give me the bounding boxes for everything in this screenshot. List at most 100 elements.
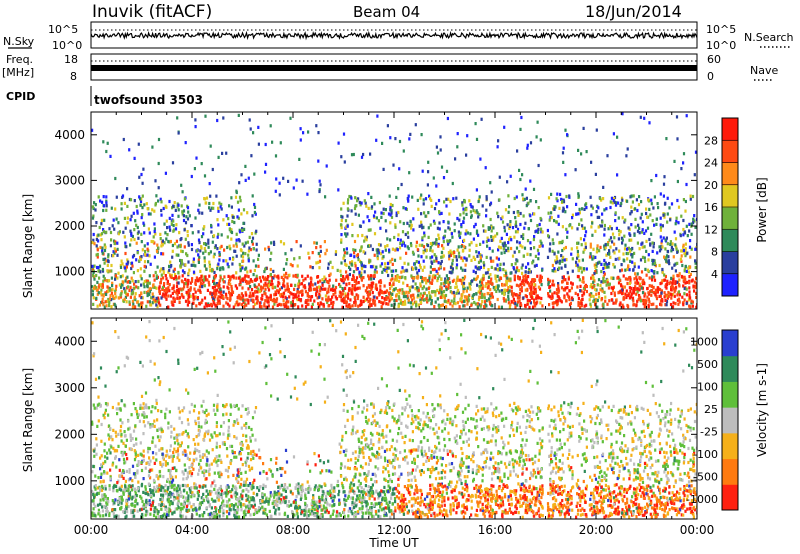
data-cell	[623, 285, 626, 289]
data-cell	[347, 198, 350, 202]
data-cell	[449, 249, 452, 253]
data-cell	[222, 290, 225, 294]
data-cell	[513, 196, 516, 201]
data-cell	[208, 182, 211, 186]
data-cell	[583, 452, 586, 456]
data-cell	[278, 302, 281, 306]
data-cell	[463, 304, 466, 308]
data-cell	[179, 238, 182, 242]
data-cell	[405, 290, 408, 294]
data-cell	[387, 291, 391, 295]
data-cell	[412, 420, 415, 424]
data-cell	[651, 241, 654, 245]
data-cell	[500, 289, 504, 293]
data-cell	[258, 301, 261, 305]
data-cell	[535, 200, 538, 204]
data-cell	[450, 299, 453, 303]
data-cell	[563, 258, 566, 262]
data-cell	[571, 473, 574, 477]
data-cell	[269, 272, 272, 277]
data-cell	[169, 228, 172, 232]
data-cell	[575, 212, 578, 216]
data-cell	[503, 474, 506, 479]
data-cell	[199, 269, 202, 273]
data-cell	[464, 208, 467, 212]
data-cell	[389, 208, 392, 212]
data-cell	[230, 230, 234, 235]
data-cell	[538, 222, 541, 227]
data-cell	[165, 297, 168, 301]
data-cell	[148, 290, 152, 294]
data-cell	[682, 218, 685, 223]
data-cell	[400, 270, 403, 274]
data-cell	[326, 291, 329, 295]
data-cell	[298, 157, 301, 161]
data-cell	[593, 279, 596, 283]
data-cell	[580, 152, 583, 156]
data-cell	[529, 270, 532, 274]
data-cell	[532, 237, 535, 242]
data-cell	[293, 303, 296, 307]
data-cell	[175, 223, 178, 227]
data-cell	[655, 173, 658, 178]
data-cell	[249, 291, 252, 295]
data-cell	[625, 289, 628, 293]
data-cell	[348, 287, 351, 291]
data-cell	[493, 287, 496, 291]
data-cell	[462, 304, 465, 308]
data-cell	[135, 258, 138, 262]
data-cell	[480, 117, 483, 121]
data-cell	[216, 118, 219, 123]
data-cell	[380, 211, 383, 215]
data-cell	[690, 222, 693, 226]
data-cell	[554, 269, 557, 273]
data-cell	[485, 214, 488, 218]
data-cell	[400, 182, 403, 187]
data-cell	[362, 433, 365, 437]
data-cell	[245, 303, 248, 307]
data-cell	[428, 274, 431, 278]
data-cell	[649, 289, 652, 294]
data-cell	[480, 295, 483, 300]
freq-tick-bottom: 8	[70, 70, 77, 83]
data-cell	[557, 250, 560, 254]
data-cell	[101, 300, 104, 304]
data-cell	[371, 284, 374, 288]
data-cell	[428, 276, 431, 280]
data-cell	[251, 194, 254, 198]
data-cell	[473, 486, 476, 490]
data-cell	[245, 426, 248, 430]
data-cell	[526, 298, 529, 302]
data-cell	[371, 265, 374, 269]
data-cell	[261, 286, 265, 290]
data-cell	[592, 280, 595, 284]
data-cell	[453, 294, 456, 298]
data-cell	[365, 235, 368, 239]
data-cell	[513, 278, 516, 282]
data-cell	[312, 287, 315, 291]
data-cell	[611, 286, 614, 290]
freq-strip: Freq. [MHz] 18 8 60 0 Nave	[2, 53, 778, 83]
data-cell	[657, 206, 660, 210]
data-cell	[661, 267, 664, 272]
data-cell	[285, 271, 288, 275]
data-cell	[404, 295, 407, 299]
data-cell	[350, 153, 354, 157]
data-cell	[367, 228, 370, 232]
data-cell	[597, 206, 600, 210]
data-cell	[651, 219, 654, 223]
data-cell	[650, 202, 653, 206]
data-cell	[182, 295, 185, 299]
data-cell	[177, 208, 180, 212]
data-cell	[615, 299, 618, 303]
data-cell	[444, 293, 448, 298]
data-cell	[461, 268, 464, 272]
data-cell	[290, 304, 293, 308]
data-cell	[441, 303, 444, 307]
data-cell	[652, 286, 655, 290]
data-cell	[495, 256, 498, 260]
data-cell	[167, 421, 170, 425]
data-cell	[411, 195, 414, 199]
data-cell	[581, 224, 584, 228]
data-cell	[580, 218, 583, 222]
